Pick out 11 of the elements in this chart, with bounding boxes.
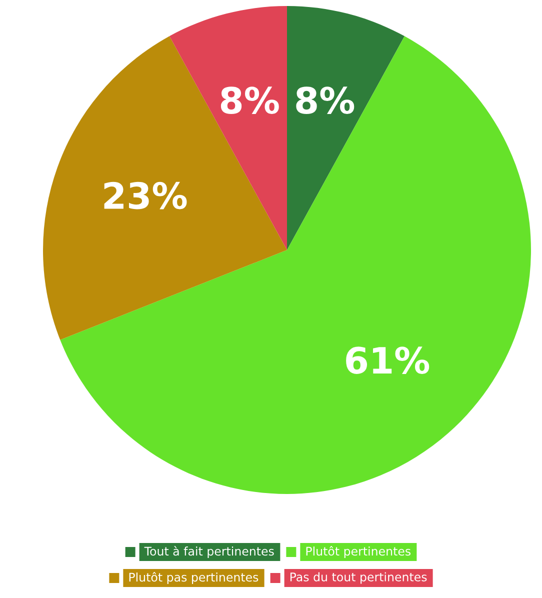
legend-label: Plutôt pertinentes	[306, 546, 411, 558]
data-label: 8%	[220, 86, 279, 114]
legend-label: Tout à fait pertinentes	[144, 546, 274, 558]
legend-label: Plutôt pas pertinentes	[129, 572, 258, 584]
data-label: 23%	[104, 182, 187, 210]
pie-slice	[60, 36, 531, 494]
pie-slice	[287, 6, 405, 250]
legend-label: Pas du tout pertinentes	[290, 572, 427, 584]
pie-slice	[43, 36, 287, 340]
data-label: 8%	[296, 86, 354, 114]
data-label: 61%	[346, 346, 430, 374]
